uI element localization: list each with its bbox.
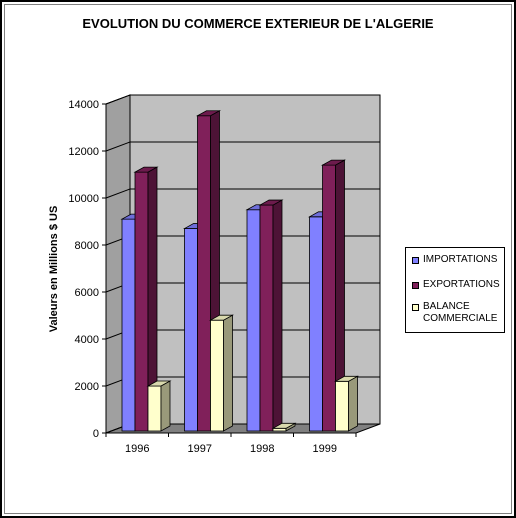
legend-item: IMPORTATIONS <box>412 254 501 266</box>
chart-frame-inner <box>4 4 512 514</box>
bar-top <box>320 159 347 166</box>
legend-label: BALANCE COMMERCIALE <box>423 301 498 324</box>
bar-front <box>197 115 211 432</box>
gridline-side <box>105 94 131 105</box>
x-tick-label: 1998 <box>250 443 274 455</box>
bar-side <box>223 314 233 432</box>
legend-item: EXPORTATIONS <box>412 279 501 291</box>
bar-front <box>272 427 287 432</box>
bar-top <box>146 380 172 387</box>
y-tick-label: 2000 <box>75 381 99 393</box>
bar-front <box>322 164 336 432</box>
y-tick-label: 12000 <box>68 146 99 158</box>
bar-top <box>133 166 159 173</box>
y-tick-label: 10000 <box>68 193 99 205</box>
chart-title: EVOLUTION DU COMMERCE EXTERIEUR DE L'ALG… <box>82 16 434 31</box>
bar-front <box>259 204 274 432</box>
bar <box>133 166 159 432</box>
bar-top <box>208 314 235 321</box>
bar-top <box>195 110 222 117</box>
y-axis-label: Valeurs en Millions $ US <box>48 206 60 333</box>
bar-top <box>271 422 297 429</box>
y-tick-labels: 0 2000 4000 6000 8000 10000 12000 14000 <box>68 99 106 440</box>
gridline-side <box>105 188 131 199</box>
gridline-side <box>105 141 131 152</box>
y-tick-label: 0 <box>93 428 99 440</box>
bar <box>208 314 235 432</box>
x-tick-label: 1996 <box>125 443 149 455</box>
bar <box>146 380 172 432</box>
bar-front <box>309 216 323 432</box>
legend-swatch <box>412 257 419 264</box>
bar-side <box>348 375 358 432</box>
bar <box>258 199 284 432</box>
bar-side <box>160 380 171 432</box>
legend-label: IMPORTATIONS <box>423 254 498 265</box>
y-tick-label: 6000 <box>75 287 99 299</box>
legend-label: EXPORTATIONS <box>423 279 500 290</box>
bar-side <box>272 199 283 432</box>
bar-front <box>246 209 261 432</box>
bar-front <box>147 385 162 432</box>
bar-front <box>134 171 149 432</box>
bar-top <box>258 199 284 206</box>
x-tick-label: 1999 <box>313 443 337 455</box>
y-tick-label: 14000 <box>68 99 99 111</box>
bar <box>271 422 297 432</box>
legend-item: BALANCE COMMERCIALE <box>412 301 501 325</box>
bar <box>333 375 360 432</box>
bars <box>120 110 360 432</box>
y-tick-label: 8000 <box>75 240 99 252</box>
bar-front <box>184 228 198 432</box>
legend: IMPORTATIONS EXPORTATIONS BALANCE COMMERCI… <box>405 247 505 333</box>
bar-top <box>333 375 360 382</box>
bar-front <box>335 380 349 432</box>
bar <box>320 159 347 432</box>
legend-swatch <box>412 304 419 311</box>
bar-front <box>121 218 136 432</box>
y-tick-label: 4000 <box>75 334 99 346</box>
bar-front <box>210 319 224 432</box>
x-tick-labels: 1996 1997 1998 1999 <box>105 433 357 455</box>
legend-swatch <box>412 282 419 289</box>
x-tick-label: 1997 <box>188 443 212 455</box>
